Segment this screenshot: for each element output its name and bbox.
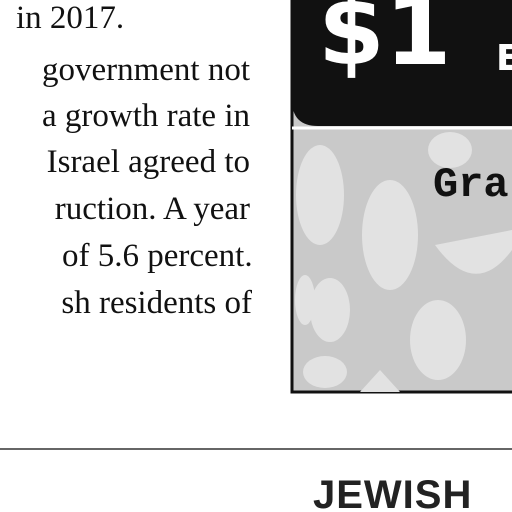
advertisement: $1 E Gra <box>290 0 512 394</box>
article-line: Israel agreed to <box>47 144 250 180</box>
ad-headline: $1 <box>318 0 452 87</box>
article-line: of 5.6 percent. <box>62 238 253 274</box>
article-line: in 2017. <box>16 0 124 36</box>
article-line: ruction. A year <box>55 191 250 227</box>
section-title: JEWISH <box>313 473 472 512</box>
article-line: government not <box>42 52 250 88</box>
article: in 2017. government not a growth rate in… <box>16 0 253 321</box>
fruit-pattern <box>295 132 512 392</box>
ad-subtext: E <box>496 38 512 79</box>
ad-label: Gra <box>433 161 509 209</box>
ad-header <box>292 0 512 126</box>
article-line: a growth rate in <box>42 98 250 134</box>
article-line: sh residents of <box>61 285 252 321</box>
